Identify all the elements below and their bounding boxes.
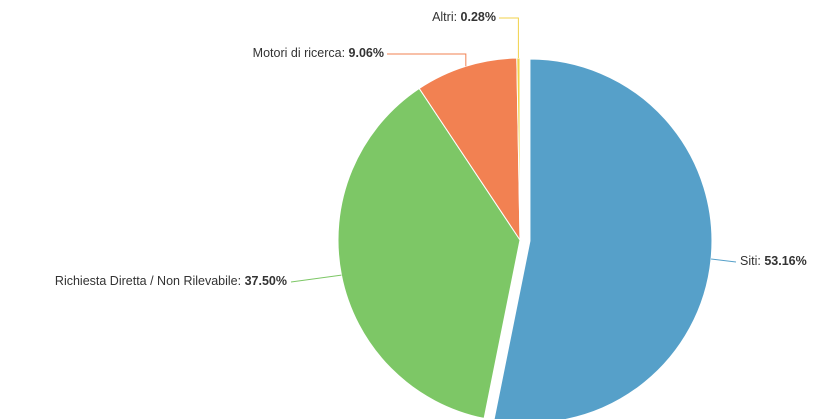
leader-line bbox=[387, 53, 467, 67]
slice-label: Richiesta Diretta / Non Rilevabile: 37.5… bbox=[55, 274, 287, 288]
separator: : bbox=[757, 254, 764, 268]
slice-name: Altri bbox=[432, 10, 454, 24]
slice-label: Altri: 0.28% bbox=[432, 10, 496, 24]
slice-value: 53.16% bbox=[764, 254, 806, 268]
slice-value: 0.28% bbox=[461, 10, 496, 24]
separator: : bbox=[454, 10, 461, 24]
leader-line bbox=[710, 258, 737, 263]
slice-label: Motori di ricerca: 9.06% bbox=[253, 46, 384, 60]
slice-value: 37.50% bbox=[245, 274, 287, 288]
pie-slice bbox=[516, 57, 521, 241]
separator: : bbox=[238, 274, 245, 288]
slice-name: Richiesta Diretta / Non Rilevabile bbox=[55, 274, 238, 288]
slice-value: 9.06% bbox=[349, 46, 384, 60]
leader-line bbox=[290, 274, 342, 283]
slice-name: Motori di ricerca bbox=[253, 46, 342, 60]
slice-label: Siti: 53.16% bbox=[740, 254, 807, 268]
leader-line bbox=[499, 17, 519, 59]
pie-slice bbox=[337, 87, 521, 419]
slice-name: Siti bbox=[740, 254, 757, 268]
pie-slice bbox=[493, 58, 713, 419]
separator: : bbox=[342, 46, 349, 60]
